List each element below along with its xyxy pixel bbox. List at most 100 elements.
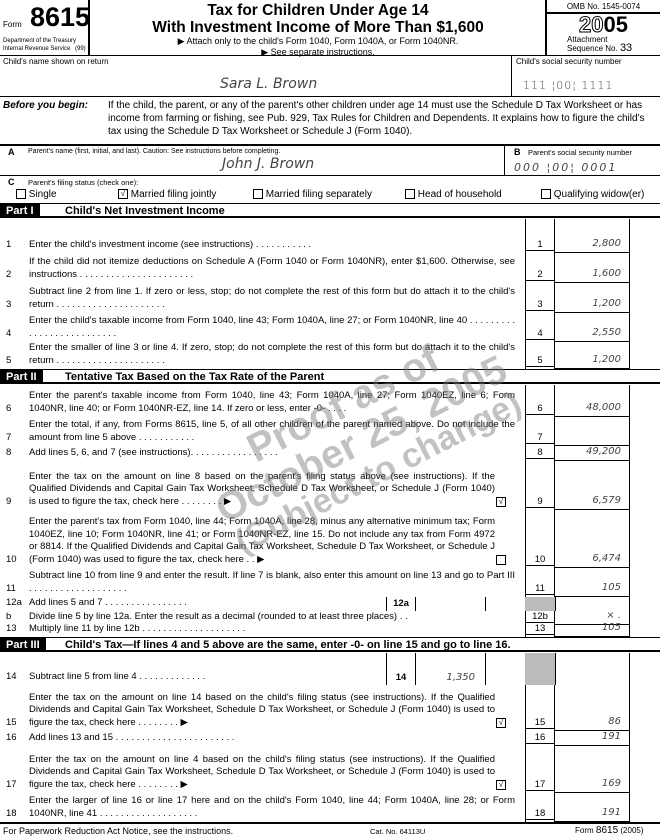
amount-field[interactable] <box>555 417 630 446</box>
amount-field[interactable]: 48,000 <box>555 385 630 417</box>
filing-status-option[interactable]: Married filing separately <box>253 189 372 200</box>
part-header: Part III Child's Tax—If lines 4 and 5 abo… <box>0 637 660 652</box>
inner-amount-field[interactable]: 1,350 <box>416 653 486 685</box>
line-number: 10 <box>6 554 17 565</box>
filing-status-options: Single √ Married filing jointly Married f… <box>0 189 660 203</box>
footer-year: (2005) <box>620 826 644 835</box>
line-number: 8 <box>6 447 12 458</box>
part-tag: Part II <box>0 370 43 384</box>
line-text: Multiply line 11 by line 12b . . . . . .… <box>29 622 246 634</box>
title-block: Tax for Children Under Age 14 With Inves… <box>92 2 544 58</box>
line-number: 14 <box>6 671 17 682</box>
checkbox[interactable] <box>405 189 415 200</box>
amount-field[interactable]: 1,600 <box>555 253 630 283</box>
checkbox[interactable] <box>16 189 26 200</box>
filing-status-option[interactable]: Head of household <box>405 189 502 200</box>
parent-ssn-field[interactable]: B Parent's social security number 000 ¦0… <box>506 146 660 175</box>
line-box: 8 <box>525 446 555 461</box>
line-text: Subtract line 2 from line 1. If zero or … <box>29 286 515 310</box>
amount-field[interactable]: 169 <box>555 746 630 793</box>
line-box: 9 <box>525 461 555 510</box>
amount-value: × . <box>606 610 621 621</box>
part-tag: Part I <box>0 204 40 218</box>
inner-line-box: 14 <box>386 653 416 685</box>
form-line: 3 Subtract line 2 from line 1. If zero or… <box>0 283 660 313</box>
child-ssn-field[interactable]: Child's social security number 111 ¦00¦ … <box>513 56 660 96</box>
check-here-checkbox[interactable]: √ <box>496 780 506 790</box>
line-text: Add lines 5 and 7 . . . . . . . . . . . … <box>29 596 187 608</box>
line-box-number: 11 <box>526 583 554 595</box>
amount-field[interactable]: 49,200 <box>555 446 630 461</box>
shaded-cell <box>525 597 555 611</box>
parent-name: John J. Brown <box>222 156 315 172</box>
line-box: 7 <box>525 417 555 446</box>
amount-field[interactable]: 1,200 <box>555 342 630 369</box>
amount-value: 2,550 <box>592 327 621 338</box>
check-here-checkbox[interactable]: √ <box>496 497 506 507</box>
form-line: 12a Add lines 5 and 7 . . . . . . . . . .… <box>0 597 660 611</box>
line-box: 2 <box>525 253 555 283</box>
amount-field[interactable]: × . <box>555 610 630 625</box>
attachment-label: Attachment <box>567 35 608 44</box>
before-label: Before you begin: <box>3 100 89 111</box>
line-box-number: 15 <box>526 717 554 729</box>
line-box: 17 <box>525 746 555 793</box>
form-line: 17 Enter the tax on the amount on line 4 … <box>0 746 660 793</box>
line-text: Enter the parent's tax from Form 1040, l… <box>29 516 495 565</box>
sequence-number: 33 <box>619 42 633 54</box>
child-name-field[interactable]: Child's name shown on return Sara L. Bro… <box>0 56 512 96</box>
amount-value: 191 <box>601 807 621 818</box>
tax-year: 2005 <box>547 12 660 37</box>
option-label: Married filing jointly <box>130 189 217 200</box>
footer-form-number: 8615 <box>595 825 619 836</box>
amount-field[interactable]: 2,550 <box>555 313 630 342</box>
amount-field[interactable]: 1,200 <box>555 283 630 313</box>
inner-amount-field[interactable] <box>416 597 486 611</box>
line-number: 12a <box>6 597 22 608</box>
part-tag: Part III <box>0 638 46 652</box>
amount-field[interactable]: 86 <box>555 685 630 731</box>
amount-value: 105 <box>601 582 621 593</box>
line-number: 9 <box>6 496 12 507</box>
amount-field[interactable]: 6,579 <box>555 461 630 510</box>
line-text: Subtract line 10 from line 9 and enter t… <box>29 570 515 594</box>
option-label: Married filing separately <box>265 189 372 200</box>
line-text: Enter the smaller of line 3 or line 4. I… <box>29 342 515 366</box>
part-header: Part I Child's Net Investment Income <box>0 203 660 218</box>
line-box: 15 <box>525 685 555 731</box>
line-box-number: 6 <box>526 403 554 415</box>
line-number: 3 <box>6 299 12 310</box>
footer-form: Form 8615 (2005) <box>575 825 644 836</box>
line-box-number: 4 <box>526 328 554 340</box>
amount-field[interactable]: 191 <box>555 731 630 746</box>
omb-block: OMB No. 1545-0074 2005 Attachment Sequen… <box>545 0 660 55</box>
filing-status-option[interactable]: Qualifying widow(er) <box>541 189 644 200</box>
attach-note: ▶ Attach only to the child's Form 1040, … <box>177 36 459 46</box>
line-number: 18 <box>6 808 17 819</box>
check-here-checkbox[interactable] <box>496 555 506 565</box>
amount-field[interactable]: 105 <box>555 622 630 637</box>
checkbox[interactable] <box>541 189 551 200</box>
form-line: 9 Enter the tax on the amount on line 8 b… <box>0 461 660 510</box>
amount-field[interactable]: 2,800 <box>555 219 630 253</box>
line-box-number: 9 <box>526 496 554 508</box>
line-box-number: 3 <box>526 299 554 311</box>
line-text: Subtract line 5 from line 4 . . . . . . … <box>29 670 206 682</box>
line-box-number: 18 <box>526 808 554 820</box>
line-text: Add lines 13 and 15 . . . . . . . . . . … <box>29 731 235 743</box>
parent-name-field[interactable]: A Parent's name (first, initial, and las… <box>0 146 505 175</box>
filing-status-option[interactable]: √ Married filing jointly <box>118 189 216 200</box>
year-bold: 05 <box>603 12 628 37</box>
form-id-block: Form 8615 Department of the Treasury Int… <box>0 0 90 55</box>
child-ssn-label: Child's social security number <box>516 57 622 66</box>
check-here-checkbox[interactable]: √ <box>496 718 506 728</box>
filing-status-option[interactable]: Single <box>16 189 57 200</box>
amount-field[interactable]: 191 <box>555 793 630 822</box>
line-text: Enter the total, if any, from Forms 8615… <box>29 419 515 443</box>
line-number: 17 <box>6 779 17 790</box>
checkbox[interactable] <box>253 189 263 200</box>
amount-field[interactable]: 105 <box>555 568 630 597</box>
checkbox[interactable]: √ <box>118 189 128 200</box>
amount-field[interactable]: 6,474 <box>555 510 630 568</box>
catalog-number: Cat. No. 64113U <box>370 827 426 836</box>
